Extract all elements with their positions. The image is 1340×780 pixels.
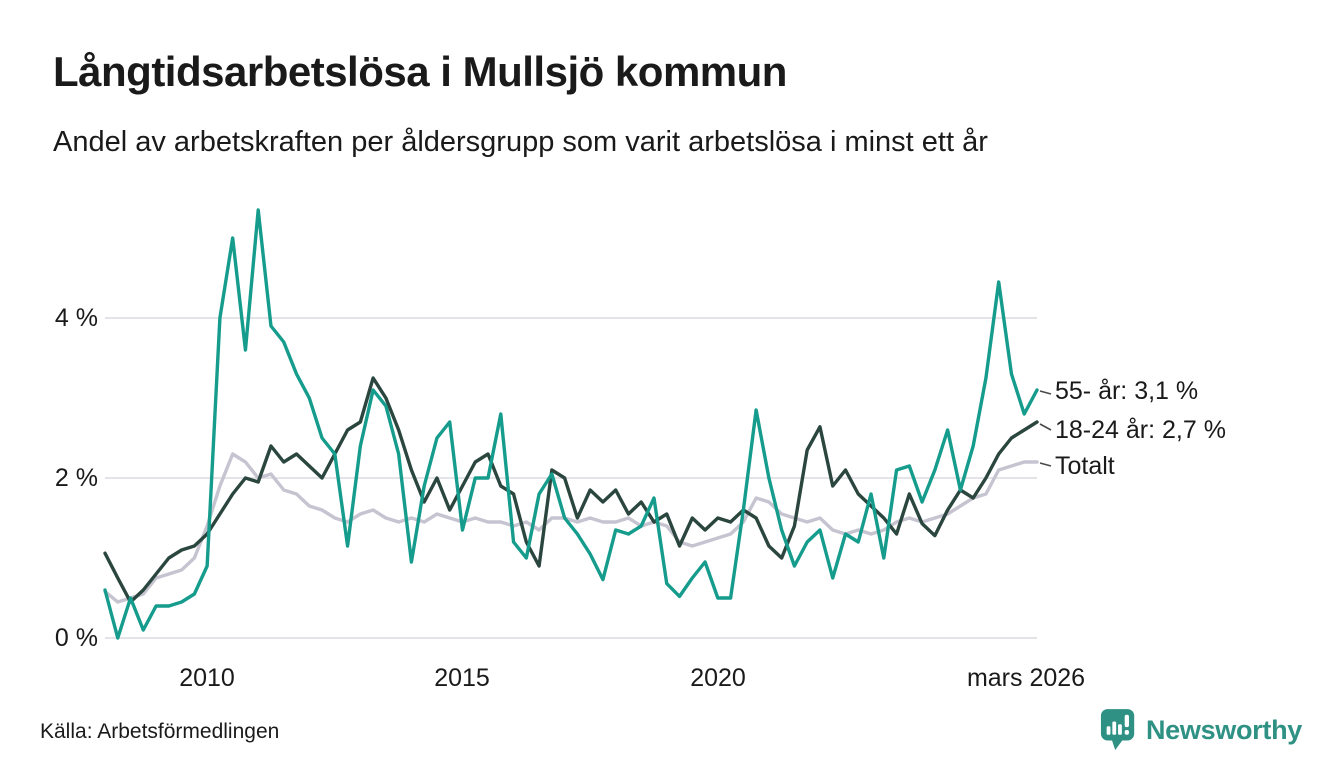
y-tick-0: 0 % — [55, 624, 98, 652]
x-tick-2010: 2010 — [179, 664, 235, 692]
brand-logo-lockup: Newsworthy — [1100, 708, 1302, 752]
annotation-connector-55 — [1039, 390, 1052, 395]
y-tick-4: 4 % — [55, 304, 98, 332]
annotation-connector-total — [1039, 462, 1052, 467]
annotation-label-total: Totalt — [1055, 452, 1115, 480]
y-tick-2: 2 % — [55, 464, 98, 492]
annotation-label-1824: 18-24 år: 2,7 % — [1055, 416, 1226, 444]
x-tick-2015: 2015 — [434, 664, 490, 692]
x-tick-2020: 2020 — [690, 664, 746, 692]
newsworthy-logo-icon — [1100, 709, 1135, 750]
brand-name: Newsworthy — [1145, 714, 1302, 745]
source-note: Källa: Arbetsförmedlingen — [40, 720, 280, 743]
x-tick-mars-2026: mars 2026 — [967, 664, 1085, 692]
annotation-connector-1824 — [1039, 423, 1052, 431]
chart-series-lines — [103, 208, 1039, 640]
series-line-55-r — [103, 208, 1039, 640]
page-title: Långtidsarbetslösa i Mullsjö kommun — [53, 48, 787, 95]
annotation-label-55: 55- år: 3,1 % — [1055, 377, 1198, 405]
series-line-18-24-r — [103, 376, 1039, 604]
page-subtitle: Andel av arbetskraften per åldersgrupp s… — [53, 126, 988, 158]
